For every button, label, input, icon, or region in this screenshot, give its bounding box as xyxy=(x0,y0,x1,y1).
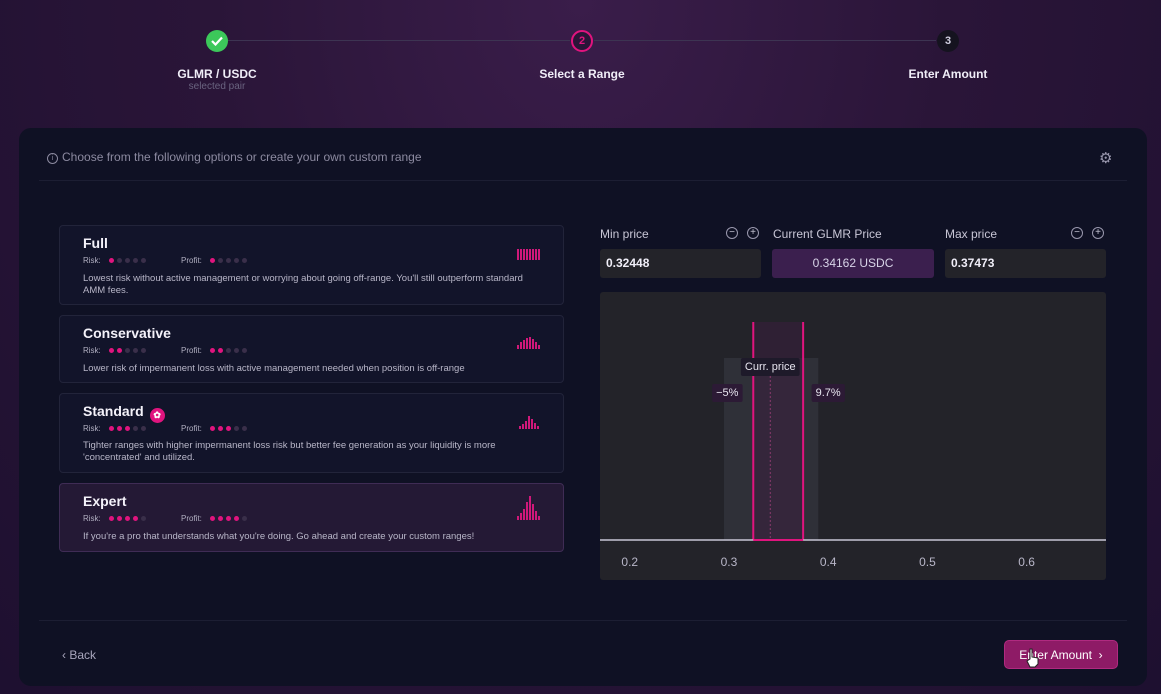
risk-meter: Risk: xyxy=(83,514,146,523)
step-2-circle: 2 xyxy=(571,30,593,52)
profit-meter: Profit: xyxy=(181,256,247,265)
profit-dots xyxy=(209,258,247,263)
step-1-subtitle: selected pair xyxy=(188,81,246,92)
option-conservative[interactable]: Conservative Risk: Profit: Lower risk of… xyxy=(59,315,564,383)
recommended-badge-icon: ✿ xyxy=(149,408,165,423)
option-description: Tighter ranges with higher impermanent l… xyxy=(83,440,496,463)
step-3-circle: 3 xyxy=(937,30,959,52)
full-range-icon xyxy=(517,247,541,265)
expert-range-icon xyxy=(517,496,541,525)
step-1-title: GLMR / USDC xyxy=(177,67,257,81)
risk-meter: Risk: xyxy=(83,424,146,433)
step-2-title: Select a Range xyxy=(539,67,625,81)
min-price-increase-button[interactable]: + xyxy=(747,227,759,239)
gear-icon[interactable]: ⚙ xyxy=(1099,150,1113,167)
risk-meter: Risk: xyxy=(83,256,146,265)
risk-dots xyxy=(108,426,146,431)
risk-dots xyxy=(108,516,146,521)
profit-dots xyxy=(209,516,247,521)
x-tick-label: 0.6 xyxy=(1018,555,1035,569)
min-price-label: Min price xyxy=(600,227,649,241)
current-price-tag: Curr. price xyxy=(745,361,796,373)
chevron-right-icon: › xyxy=(1092,648,1103,662)
max-pct-tag: 9.7% xyxy=(816,387,841,399)
option-description: Lowest risk without active management or… xyxy=(83,273,523,296)
max-price-input[interactable]: 0.37473 xyxy=(945,249,1106,278)
profit-meter: Profit: xyxy=(181,514,247,523)
max-price-decrease-button[interactable]: − xyxy=(1071,227,1083,239)
profit-meter: Profit: xyxy=(181,424,247,433)
selected-range-area xyxy=(753,322,804,540)
option-title: Expert xyxy=(83,493,127,509)
standard-range-icon xyxy=(519,415,541,434)
current-price-tag-bg xyxy=(740,358,800,376)
hint-label: Choose from the following options or cre… xyxy=(62,150,422,164)
liquidity-chart[interactable]: Curr. price −5% 9.7% 0.2 0.3 0.4 0.5 0.6 xyxy=(600,292,1106,580)
option-title: Conservative xyxy=(83,325,171,341)
divider-bottom xyxy=(39,620,1127,621)
max-price-label: Max price xyxy=(945,227,998,241)
enter-amount-button[interactable]: Enter Amount › xyxy=(1004,640,1118,669)
conservative-range-icon xyxy=(517,336,541,354)
option-full[interactable]: Full Risk: Profit: Lowest risk without a… xyxy=(59,225,564,305)
min-pct-tag: −5% xyxy=(716,387,739,399)
step-3-title: Enter Amount xyxy=(908,67,988,81)
chevron-left-icon: ‹ xyxy=(62,648,70,662)
current-price-label: Current GLMR Price xyxy=(773,227,882,241)
x-tick-label: 0.4 xyxy=(820,555,837,569)
option-standard[interactable]: Standard ✿ Risk: Profit: Tighter ranges w… xyxy=(59,393,564,473)
profit-meter: Profit: xyxy=(181,346,247,355)
profit-dots xyxy=(209,426,247,431)
risk-dots xyxy=(108,258,146,263)
stepper-line-1 xyxy=(228,40,570,41)
min-pct-tag-bg xyxy=(712,384,743,402)
range-card: i Choose from the following options or cr… xyxy=(19,128,1147,686)
liquidity-chart-svg: Curr. price −5% 9.7% 0.2 0.3 0.4 0.5 0.6 xyxy=(600,322,1106,569)
option-description: Lower risk of impermanent loss with acti… xyxy=(83,363,465,374)
risk-meter: Risk: xyxy=(83,346,146,355)
option-description: If you're a pro that understands what yo… xyxy=(83,531,475,542)
option-title: Full xyxy=(83,235,108,251)
max-pct-tag-bg xyxy=(811,384,845,402)
option-title: Standard ✿ xyxy=(83,403,165,423)
x-tick-label: 0.5 xyxy=(919,555,936,569)
risk-dots xyxy=(108,348,146,353)
hint-text: i Choose from the following options or cr… xyxy=(47,150,422,164)
min-price-input[interactable]: 0.32448 xyxy=(600,249,761,278)
option-expert[interactable]: Expert Risk: Profit: If you're a pro tha… xyxy=(59,483,564,552)
stepper-line-2 xyxy=(594,40,936,41)
min-price-decrease-button[interactable]: − xyxy=(726,227,738,239)
info-icon: i xyxy=(47,153,58,164)
x-tick-label: 0.2 xyxy=(621,555,638,569)
profit-dots xyxy=(209,348,247,353)
divider-top xyxy=(39,180,1127,181)
current-price-display: 0.34162 USDC xyxy=(772,249,934,278)
hand-cursor-icon xyxy=(1026,648,1039,668)
x-tick-label: 0.3 xyxy=(721,555,738,569)
step-1-check-icon xyxy=(206,30,228,52)
max-price-increase-button[interactable]: + xyxy=(1092,227,1104,239)
back-button[interactable]: ‹ Back xyxy=(62,648,97,662)
